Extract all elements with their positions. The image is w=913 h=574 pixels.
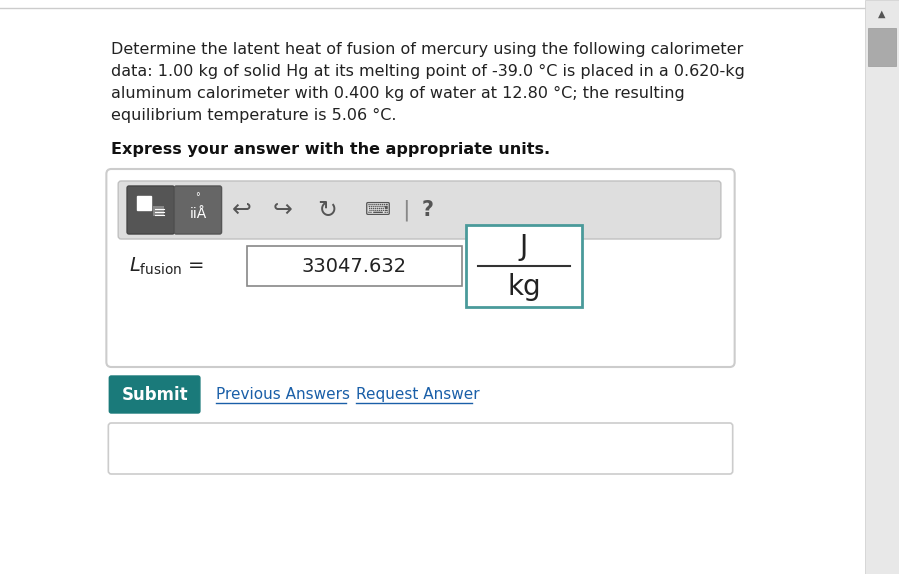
Text: aluminum calorimeter with 0.400 kg of water at 12.80 °C; the resulting: aluminum calorimeter with 0.400 kg of wa… [111, 86, 685, 101]
Text: Determine the latent heat of fusion of mercury using the following calorimeter: Determine the latent heat of fusion of m… [111, 42, 743, 57]
Text: ↪: ↪ [273, 198, 292, 222]
Text: kg: kg [507, 273, 540, 301]
Text: $L_{\mathrm{fusion}}$ =: $L_{\mathrm{fusion}}$ = [129, 255, 205, 277]
Text: 33047.632: 33047.632 [302, 257, 407, 276]
FancyBboxPatch shape [466, 225, 582, 307]
Text: ▲: ▲ [877, 9, 885, 19]
Text: ↩: ↩ [231, 198, 251, 222]
FancyBboxPatch shape [110, 376, 200, 413]
FancyBboxPatch shape [867, 28, 897, 66]
Text: Previous Answers: Previous Answers [215, 387, 350, 402]
Text: J: J [519, 233, 528, 261]
FancyBboxPatch shape [109, 423, 733, 474]
FancyBboxPatch shape [118, 181, 721, 239]
FancyBboxPatch shape [152, 206, 164, 216]
Text: data: 1.00 kg of solid Hg at its melting point of -39.0 °C is placed in a 0.620-: data: 1.00 kg of solid Hg at its melting… [111, 64, 745, 79]
Text: ?: ? [422, 200, 434, 220]
FancyBboxPatch shape [865, 0, 899, 574]
Text: iiÅ: iiÅ [189, 207, 206, 221]
FancyBboxPatch shape [174, 186, 222, 234]
FancyBboxPatch shape [127, 186, 174, 234]
FancyBboxPatch shape [106, 169, 735, 367]
Text: equilibrium temperature is 5.06 °C.: equilibrium temperature is 5.06 °C. [111, 108, 397, 123]
FancyBboxPatch shape [247, 246, 462, 286]
Text: Submit: Submit [121, 386, 188, 404]
Text: °: ° [195, 192, 200, 202]
Text: ↻: ↻ [317, 198, 337, 222]
FancyBboxPatch shape [137, 196, 151, 210]
Text: ⌨: ⌨ [365, 201, 391, 219]
Text: |: | [402, 199, 410, 221]
Text: Express your answer with the appropriate units.: Express your answer with the appropriate… [111, 142, 551, 157]
Text: Request Answer: Request Answer [355, 387, 479, 402]
